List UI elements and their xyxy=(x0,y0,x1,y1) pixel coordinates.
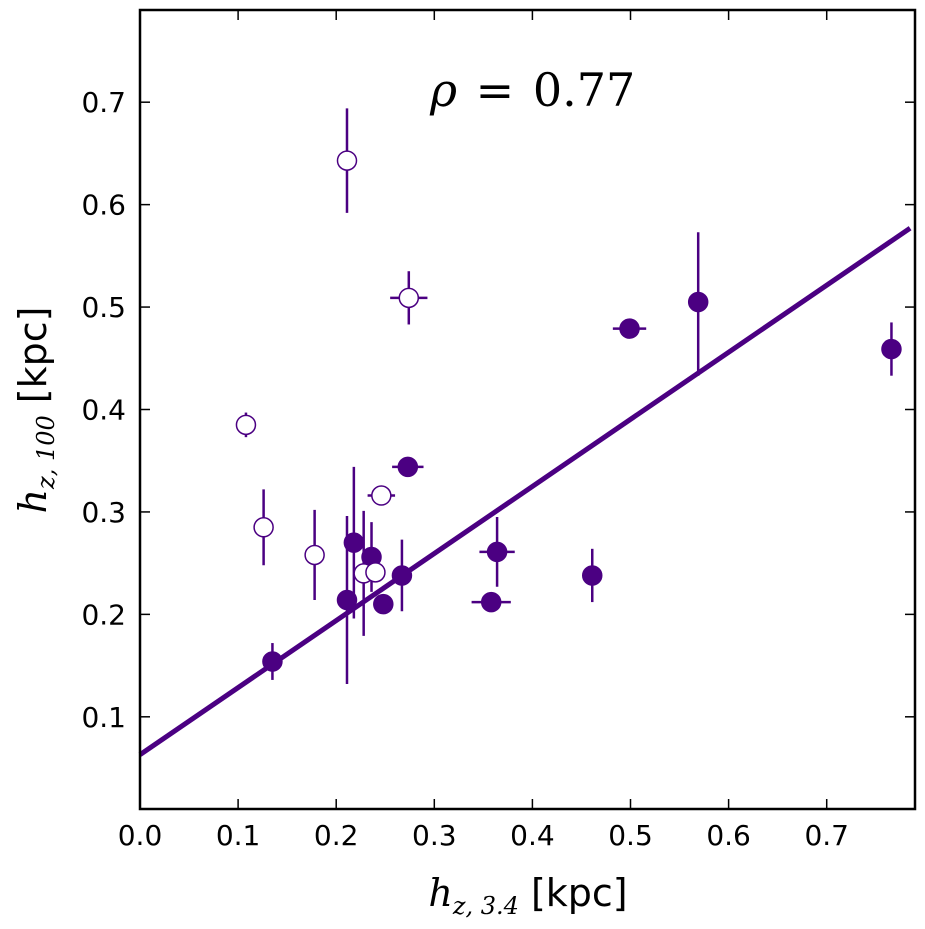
filled-data-point xyxy=(397,456,419,478)
y-axis-unit: [kpc] xyxy=(11,307,55,404)
y-tick-label: 0.2 xyxy=(81,598,126,631)
x-tick-label: 0.7 xyxy=(804,819,849,852)
filled-data-point xyxy=(373,593,394,615)
x-axis-unit: [kpc] xyxy=(531,871,628,915)
x-tick-label: 0.4 xyxy=(510,819,555,852)
fit-line xyxy=(138,226,912,757)
equals-sign: = xyxy=(476,63,515,117)
open-data-point xyxy=(398,287,420,309)
x-tick-label: 0.2 xyxy=(314,819,359,852)
y-tick-label: 0.4 xyxy=(81,394,126,427)
open-data-point xyxy=(304,544,325,566)
x-axis-symbol: h xyxy=(428,871,452,915)
plot-frame xyxy=(138,8,917,811)
open-data-point xyxy=(336,150,358,171)
x-tick-label: 0.0 xyxy=(118,819,163,852)
filled-data-point xyxy=(336,589,358,611)
filled-data-point xyxy=(480,591,502,613)
plot-area xyxy=(138,108,912,757)
x-tick-label: 0.3 xyxy=(412,819,457,852)
y-axis-subscript: z, 100 xyxy=(32,415,60,490)
y-axis-symbol: h xyxy=(11,489,55,513)
x-axis-subscript: z, 3.4 xyxy=(452,892,519,920)
x-tick-label: 0.5 xyxy=(608,819,653,852)
y-tick-label: 0.6 xyxy=(81,189,126,222)
y-tick-label: 0.5 xyxy=(81,291,126,324)
y-tick-label: 0.3 xyxy=(81,496,126,529)
y-tick-label: 0.7 xyxy=(81,86,126,119)
filled-data-point xyxy=(687,291,709,313)
axis-ticks: 0.0 0.1 0.2 0.3 0.4 0.5 0.6 0.7 0.1 0.2 0.3 0.4 0.5 0… xyxy=(81,10,915,852)
open-data-point xyxy=(253,517,274,538)
open-data-point xyxy=(365,562,386,583)
y-axis-label: hz, 100 [kpc] xyxy=(11,307,60,514)
rho-value: 0.77 xyxy=(533,63,635,117)
open-data-point xyxy=(235,414,257,436)
x-tick-label: 0.1 xyxy=(216,819,261,852)
filled-data-point xyxy=(581,565,603,586)
filled-data-point xyxy=(619,318,640,339)
filled-data-point xyxy=(391,565,413,586)
correlation-annotation: ρ = 0.77 xyxy=(429,63,635,117)
open-data-point xyxy=(371,485,392,506)
filled-data-point xyxy=(262,651,283,672)
filled-data-point xyxy=(486,541,508,563)
x-axis-label: hz, 3.4 [kpc] xyxy=(428,871,627,920)
filled-data-point xyxy=(881,338,902,360)
x-tick-label: 0.6 xyxy=(706,819,751,852)
y-tick-label: 0.1 xyxy=(81,701,126,734)
rho-symbol: ρ xyxy=(429,63,457,117)
filled-data-point xyxy=(343,532,365,553)
